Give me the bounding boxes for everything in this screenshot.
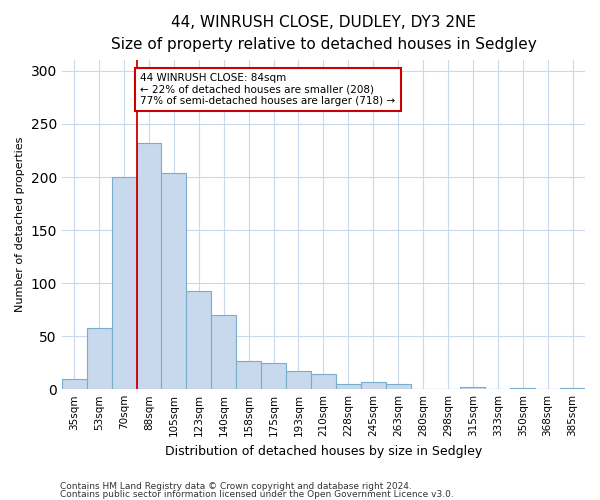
Bar [161,173,187,389]
Bar [510,388,535,389]
Bar [386,384,410,389]
Bar [261,362,286,389]
Bar [336,384,361,389]
Bar [311,374,336,389]
Bar [211,315,236,389]
Bar [361,382,386,389]
Text: Contains HM Land Registry data © Crown copyright and database right 2024.: Contains HM Land Registry data © Crown c… [60,482,412,491]
Bar [187,290,211,389]
Y-axis label: Number of detached properties: Number of detached properties [15,137,25,312]
Text: Contains public sector information licensed under the Open Government Licence v3: Contains public sector information licen… [60,490,454,499]
Title: 44, WINRUSH CLOSE, DUDLEY, DY3 2NE
Size of property relative to detached houses : 44, WINRUSH CLOSE, DUDLEY, DY3 2NE Size … [110,15,536,52]
Bar [87,328,112,389]
Bar [62,378,87,389]
Bar [286,371,311,389]
Bar [560,388,585,389]
Bar [112,177,137,389]
Bar [460,387,485,389]
Bar [236,360,261,389]
Bar [137,143,161,389]
X-axis label: Distribution of detached houses by size in Sedgley: Distribution of detached houses by size … [165,444,482,458]
Text: 44 WINRUSH CLOSE: 84sqm
← 22% of detached houses are smaller (208)
77% of semi-d: 44 WINRUSH CLOSE: 84sqm ← 22% of detache… [140,73,395,106]
